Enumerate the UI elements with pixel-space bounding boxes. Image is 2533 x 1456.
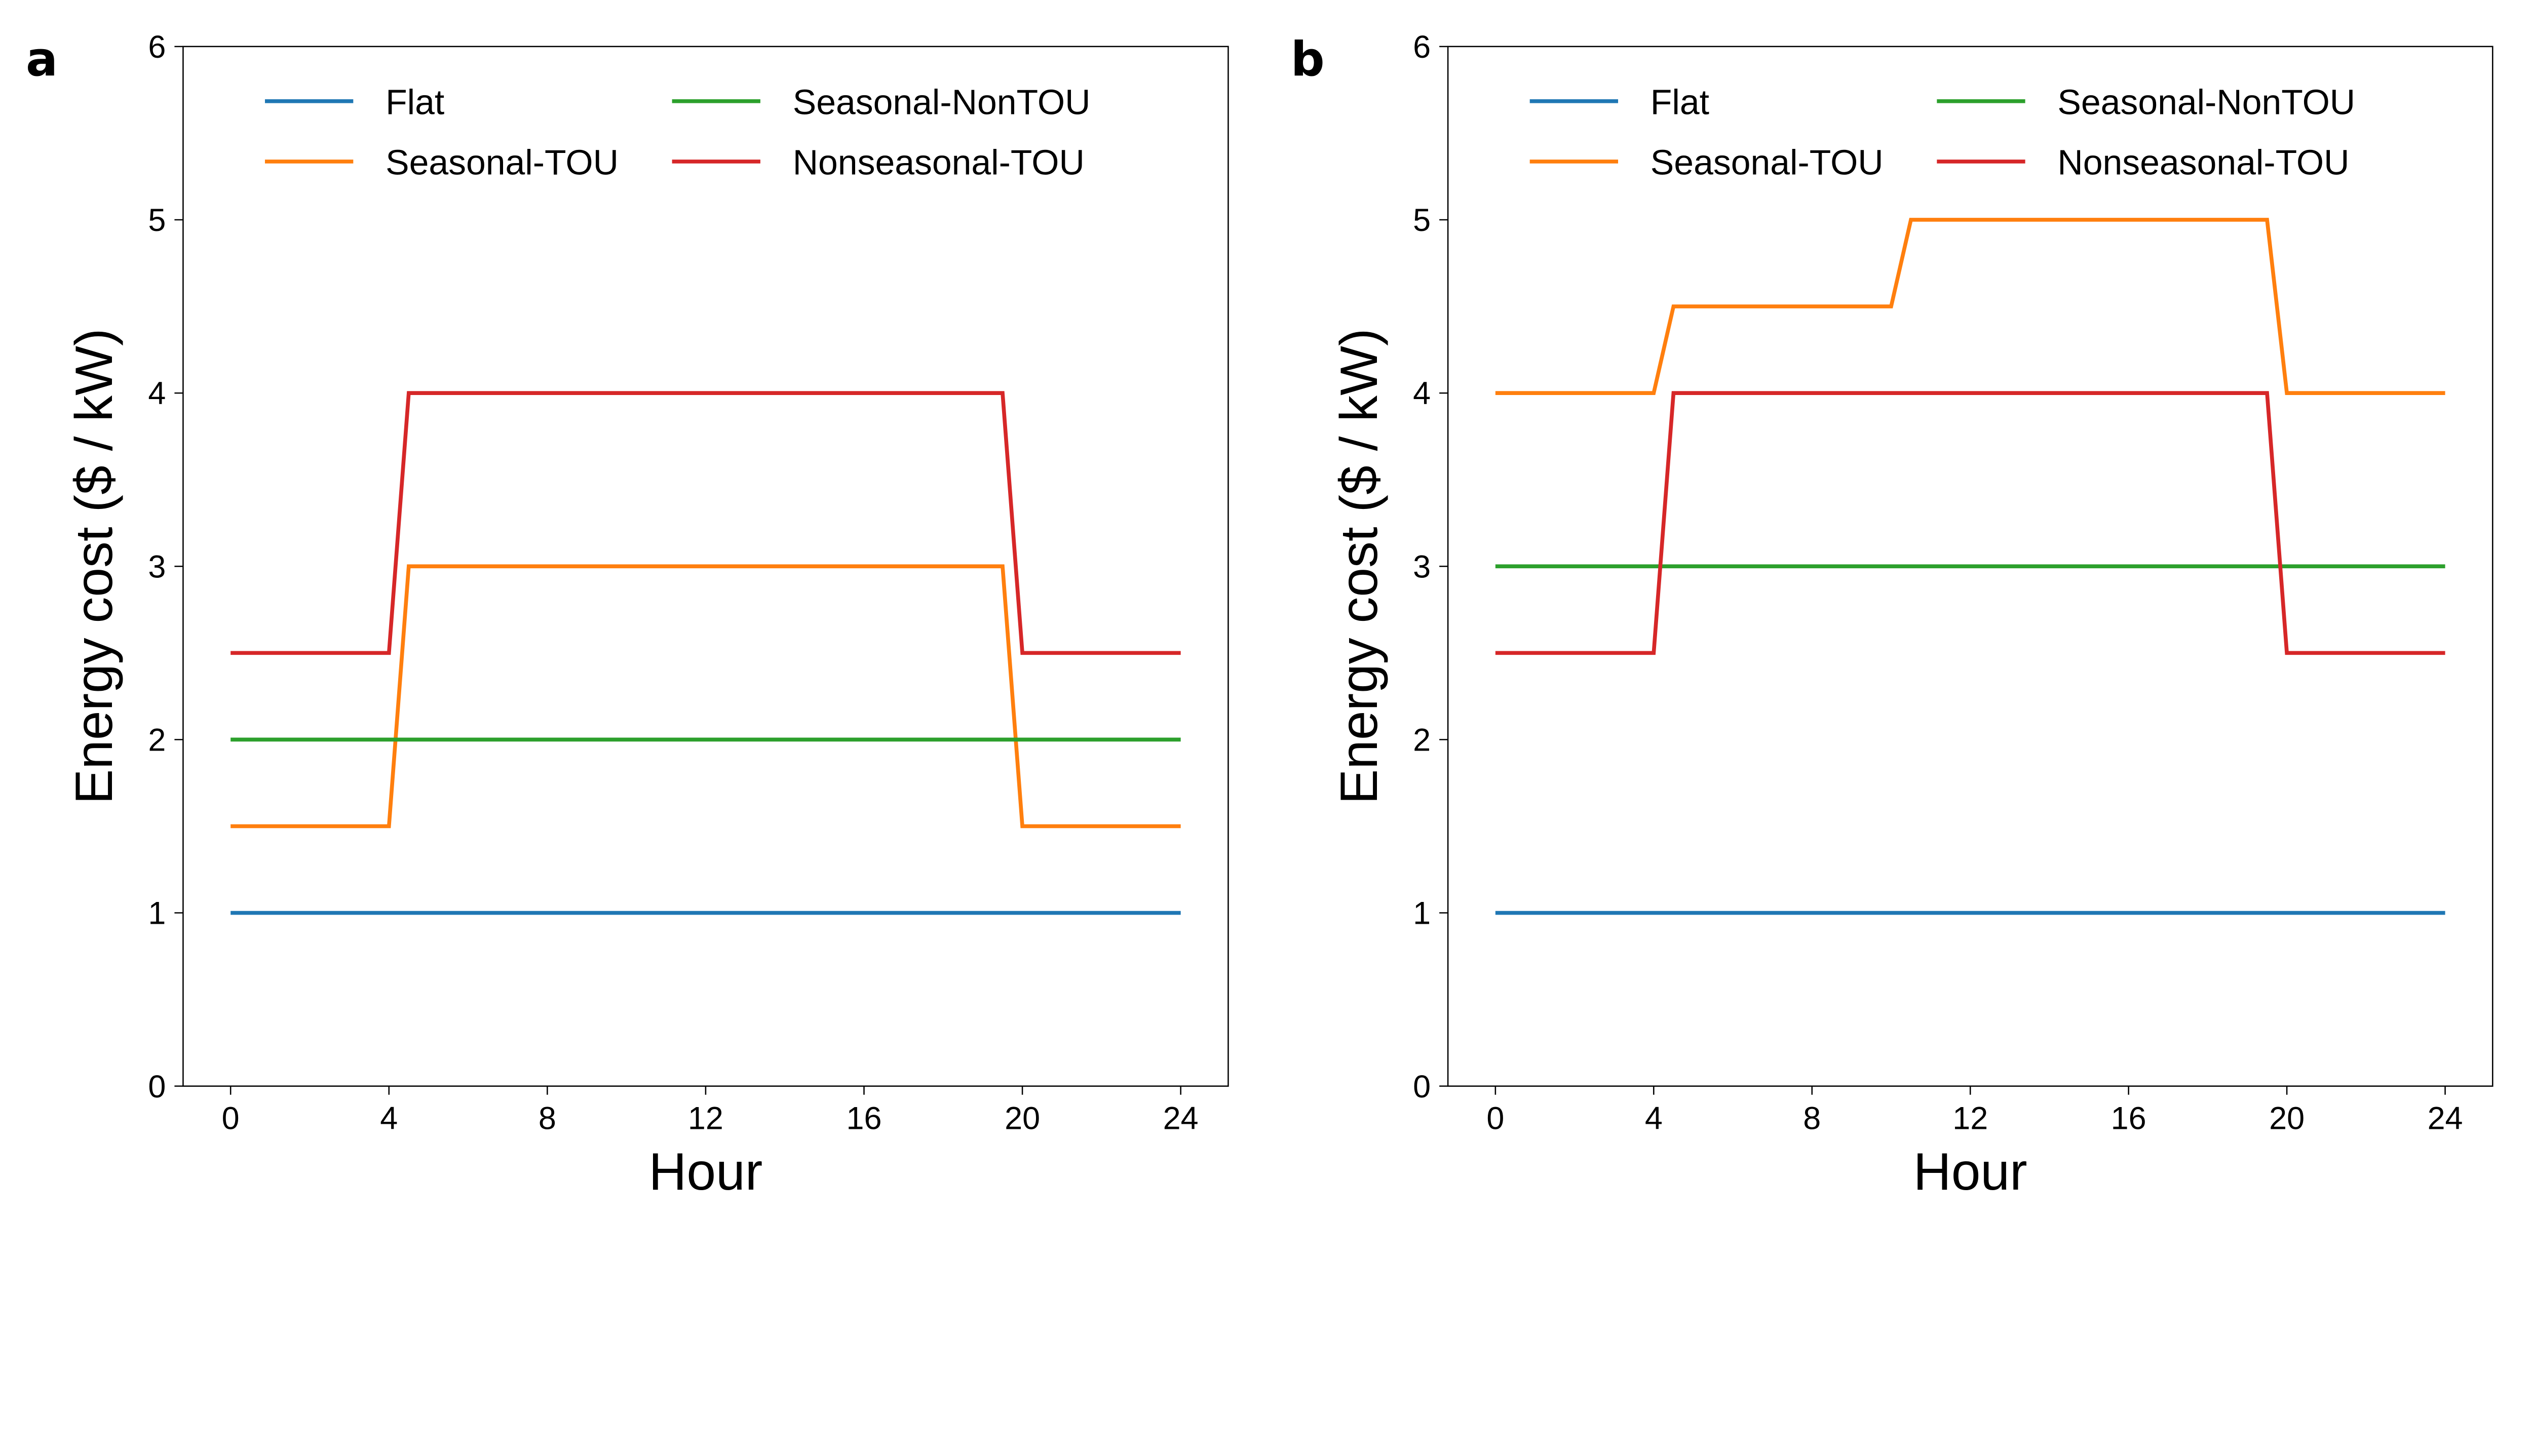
x-tick-label: 16 xyxy=(847,1101,882,1136)
y-tick-label: 1 xyxy=(148,896,166,931)
y-tick-label: 0 xyxy=(148,1069,166,1105)
legend-label: Seasonal-NonTOU xyxy=(2057,82,2355,122)
y-tick-label: 4 xyxy=(1413,376,1431,411)
x-tick-label: 12 xyxy=(688,1101,723,1136)
legend-label: Flat xyxy=(1651,82,1709,122)
legend: Flat Seasonal-TOU Seasonal-NonTOU Nonseason… xyxy=(264,82,1091,182)
series-line-seasonal-tou xyxy=(1495,218,2445,395)
y-tick-label: 2 xyxy=(148,722,166,758)
x-tick-label: 4 xyxy=(380,1101,398,1136)
x-tick-label: 8 xyxy=(539,1101,556,1136)
y-tick-label: 5 xyxy=(1413,203,1431,238)
x-tick-label: 0 xyxy=(222,1101,240,1136)
legend-label: Seasonal-NonTOU xyxy=(793,82,1091,122)
y-tick-label: 3 xyxy=(148,549,166,584)
y-tick-label: 2 xyxy=(1413,722,1431,758)
x-tick-label: 12 xyxy=(1952,1101,1988,1136)
y-tick-label: 6 xyxy=(1413,29,1431,65)
legend-label: Nonseasonal-TOU xyxy=(2057,142,2349,182)
legend: Flat Seasonal-TOU Seasonal-NonTOU Nonseason… xyxy=(1529,82,2355,182)
legend-label: Seasonal-TOU xyxy=(386,142,619,182)
x-axis-label: Hour xyxy=(649,1142,763,1201)
x-tick-label: 20 xyxy=(1005,1101,1040,1136)
series-line-seasonal-tou xyxy=(231,564,1181,829)
x-tick-label: 8 xyxy=(1803,1101,1821,1136)
x-tick-label: 24 xyxy=(2428,1101,2463,1136)
y-tick-label: 3 xyxy=(1413,549,1431,584)
legend-label: Flat xyxy=(386,82,444,122)
y-axis-label: Energy cost ($ / kW) xyxy=(64,328,123,804)
x-tick-label: 16 xyxy=(2111,1101,2146,1136)
y-tick-label: 4 xyxy=(148,376,166,411)
y-tick-label: 1 xyxy=(1413,896,1431,931)
x-tick-label: 20 xyxy=(2269,1101,2305,1136)
figure-container: a 0 4 8 12 16 20 24 0 1 2 3 4 5 6 Hour Energy cost ($ / … xyxy=(26,29,2493,1201)
y-tick-label: 6 xyxy=(148,29,166,65)
x-tick-label: 24 xyxy=(1163,1101,1199,1136)
legend-label: Seasonal-TOU xyxy=(1651,142,1884,182)
y-tick-label: 0 xyxy=(1413,1069,1431,1105)
y-axis-label: Energy cost ($ / kW) xyxy=(1329,328,1388,804)
x-tick-label: 0 xyxy=(1486,1101,1504,1136)
x-tick-label: 4 xyxy=(1645,1101,1663,1136)
series-line-nonseasonal-tou xyxy=(1495,391,2445,655)
legend-label: Nonseasonal-TOU xyxy=(793,142,1085,182)
x-axis-label: Hour xyxy=(1913,1142,2027,1201)
series-line-nonseasonal-tou xyxy=(231,391,1181,655)
panel-label: b xyxy=(1291,32,1325,87)
panel-label: a xyxy=(26,32,58,87)
y-tick-label: 5 xyxy=(148,203,166,238)
